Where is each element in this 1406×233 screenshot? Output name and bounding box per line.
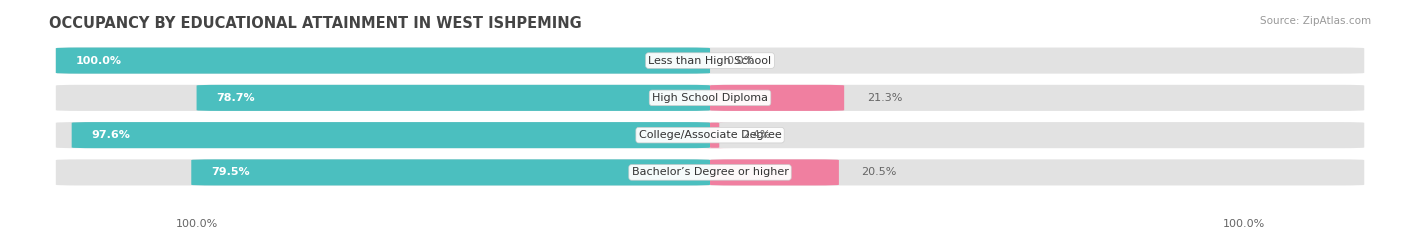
FancyBboxPatch shape [191,159,710,185]
Text: Source: ZipAtlas.com: Source: ZipAtlas.com [1260,16,1371,26]
FancyBboxPatch shape [710,159,839,185]
Text: 97.6%: 97.6% [91,130,131,140]
Text: 100.0%: 100.0% [1223,219,1265,229]
FancyBboxPatch shape [56,159,1364,185]
Text: 79.5%: 79.5% [211,168,250,177]
Text: 21.3%: 21.3% [866,93,903,103]
Text: 0.0%: 0.0% [725,56,754,65]
FancyBboxPatch shape [710,85,844,111]
FancyBboxPatch shape [72,122,710,148]
Text: 2.4%: 2.4% [742,130,770,140]
Text: Less than High School: Less than High School [648,56,772,65]
Text: High School Diploma: High School Diploma [652,93,768,103]
Text: 20.5%: 20.5% [862,168,897,177]
FancyBboxPatch shape [56,85,1364,111]
Text: 100.0%: 100.0% [176,219,218,229]
FancyBboxPatch shape [696,122,734,148]
FancyBboxPatch shape [56,48,1364,74]
Text: 100.0%: 100.0% [76,56,122,65]
Text: College/Associate Degree: College/Associate Degree [638,130,782,140]
Legend: Owner-occupied, Renter-occupied: Owner-occupied, Renter-occupied [583,230,837,233]
Text: 78.7%: 78.7% [217,93,254,103]
FancyBboxPatch shape [56,48,710,74]
Text: OCCUPANCY BY EDUCATIONAL ATTAINMENT IN WEST ISHPEMING: OCCUPANCY BY EDUCATIONAL ATTAINMENT IN W… [49,16,582,31]
FancyBboxPatch shape [197,85,710,111]
Text: Bachelor’s Degree or higher: Bachelor’s Degree or higher [631,168,789,177]
FancyBboxPatch shape [56,122,1364,148]
